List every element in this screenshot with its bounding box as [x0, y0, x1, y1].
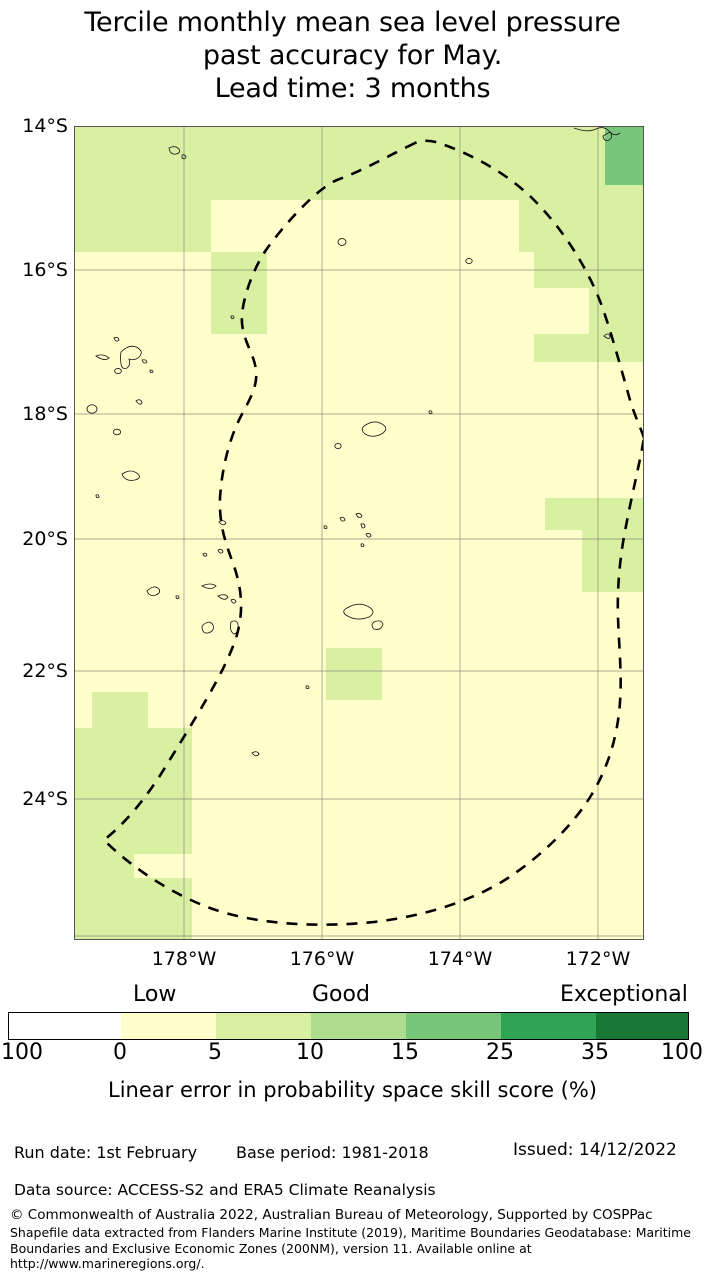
colorbar-tick: 100	[661, 1040, 703, 1065]
skill-score-map	[74, 126, 644, 940]
colorbar-segment	[596, 1013, 688, 1039]
base-period-label: Base period: 1981-2018	[236, 1143, 429, 1162]
grid-cell-green	[74, 878, 192, 940]
grid-cell-yellow	[211, 200, 519, 252]
grid-cell-yellow	[534, 362, 644, 504]
x-tick-label: 176°W	[289, 948, 355, 970]
y-axis: 14°S 16°S 18°S 20°S 22°S 24°S	[0, 117, 68, 940]
title-line-1: Tercile monthly mean sea level pressure	[84, 7, 621, 38]
grid-cell-yellow	[519, 288, 589, 334]
colorbar-segment	[216, 1013, 311, 1039]
grid-cell-yellow	[534, 530, 644, 940]
y-tick-label: 16°S	[22, 259, 68, 281]
copyright-label: © Commonwealth of Australia 2022, Austra…	[10, 1207, 653, 1223]
page-title: Tercile monthly mean sea level pressure …	[0, 6, 705, 105]
legend-category-labels: Low Good Exceptional	[0, 983, 705, 1009]
y-tick-label: 14°S	[22, 115, 68, 137]
x-axis: 178°W 176°W 174°W 172°W	[0, 946, 705, 974]
colorbar-tick: 5	[208, 1040, 222, 1065]
colorbar-tick: 100	[1, 1040, 43, 1065]
x-tick-label: 174°W	[427, 948, 493, 970]
title-line-3: Lead time: 3 months	[214, 73, 491, 104]
colorbar-tick: 10	[296, 1040, 324, 1065]
grid-cell-green	[582, 530, 644, 592]
colorbar-tick: 0	[113, 1040, 127, 1065]
x-tick-label: 178°W	[151, 948, 217, 970]
footer: Run date: 1st February Base period: 1981…	[0, 1140, 705, 1271]
footer-metadata-row: Run date: 1st February Base period: 1981…	[0, 1140, 705, 1170]
colorbar	[8, 1012, 689, 1040]
eez-boundary	[102, 139, 644, 926]
y-tick-label: 20°S	[22, 528, 68, 550]
coastlines	[86, 127, 621, 757]
colorbar-segment	[501, 1013, 596, 1039]
data-source-label: Data source: ACCESS-S2 and ERA5 Climate …	[14, 1181, 436, 1199]
x-tick-label: 172°W	[565, 948, 631, 970]
colorbar-tick: 15	[391, 1040, 419, 1065]
legend-label-low: Low	[133, 982, 177, 1007]
colorbar-tick-labels: 100 0 5 10 15 25 35 100	[0, 1041, 705, 1067]
colorbar-segment	[406, 1013, 501, 1039]
legend-label-good: Good	[312, 982, 370, 1007]
y-tick-label: 22°S	[22, 660, 68, 682]
run-date-label: Run date: 1st February	[14, 1143, 198, 1162]
colorbar-caption: Linear error in probability space skill …	[108, 1078, 597, 1102]
grid-cell-green	[74, 728, 192, 878]
legend-label-exceptional: Exceptional	[560, 982, 688, 1007]
issued-date-label: Issued: 14/12/2022	[513, 1140, 677, 1160]
colorbar-segment	[121, 1013, 216, 1039]
title-line-2: past accuracy for May.	[202, 40, 503, 71]
grid-cell-green	[326, 648, 382, 700]
colorbar-segment	[9, 1013, 121, 1039]
colorbar-tick: 25	[486, 1040, 514, 1065]
colorbar-tick: 35	[581, 1040, 609, 1065]
shapefile-attribution: Shapefile data extracted from Flanders M…	[10, 1225, 691, 1271]
colorbar-segment	[311, 1013, 406, 1039]
y-tick-label: 24°S	[22, 788, 68, 810]
grid-cell-green	[92, 692, 148, 728]
y-tick-label: 18°S	[22, 403, 68, 425]
